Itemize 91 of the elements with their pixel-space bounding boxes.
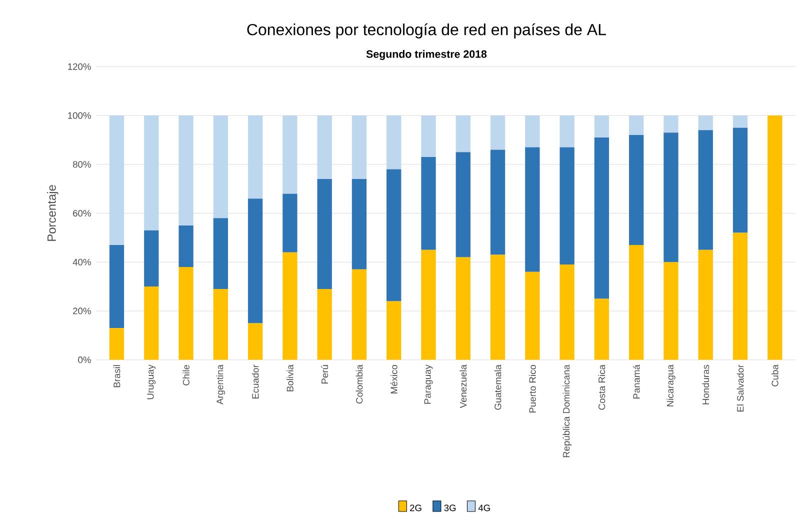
x-tick-label: Brasil <box>113 364 120 387</box>
bar <box>664 132 678 262</box>
bar <box>248 322 263 360</box>
bar <box>248 115 263 198</box>
bar <box>732 115 748 128</box>
bar <box>213 218 228 289</box>
x-tick-label: Perú <box>321 364 328 384</box>
bar <box>664 115 678 132</box>
bar <box>213 115 228 218</box>
legend-label: 2G <box>410 504 422 511</box>
chart-subtitle: Segundo trimestre 2018 <box>366 50 487 60</box>
x-tick-label: Nicaragua <box>666 364 676 406</box>
bar <box>629 115 644 135</box>
bar <box>144 230 159 286</box>
y-tick-label: 80% <box>72 160 91 168</box>
bar <box>109 244 124 328</box>
bar <box>248 198 263 323</box>
bar <box>317 288 332 360</box>
bar <box>178 115 194 226</box>
x-tick-label: El Salvador <box>736 364 744 412</box>
bar <box>594 115 610 138</box>
x-tick-label: Venezuela <box>460 364 467 408</box>
bar <box>144 286 159 360</box>
bar <box>525 115 540 148</box>
bar <box>664 262 678 360</box>
bar <box>768 115 782 360</box>
x-tick-label: Ecuador <box>252 364 259 398</box>
x-tick-label: Cuba <box>771 364 778 386</box>
bar <box>525 147 540 272</box>
y-tick-label: 20% <box>73 307 91 314</box>
bar <box>386 115 402 170</box>
bar <box>698 130 713 250</box>
y-tick-label: 100% <box>68 112 91 119</box>
bar <box>456 115 470 152</box>
bar <box>352 269 367 360</box>
bar <box>525 272 540 360</box>
bar <box>698 250 713 360</box>
bar <box>317 178 332 289</box>
bar <box>594 137 610 299</box>
x-tick-label: Bolivia <box>286 364 294 392</box>
x-tick-label: Puerto Rico <box>529 364 536 412</box>
bar <box>560 264 574 360</box>
bar <box>213 288 228 360</box>
bar <box>490 115 506 150</box>
bar <box>456 152 470 257</box>
bar <box>178 266 194 360</box>
bar <box>386 300 402 360</box>
x-tick-label: Colombia <box>356 364 363 404</box>
x-tick-label: Panamá <box>632 364 640 398</box>
chart-title: Conexiones por tecnología de red en países de AL <box>247 23 606 38</box>
bar <box>629 134 644 245</box>
bar <box>282 193 298 252</box>
bar <box>282 115 298 194</box>
x-tick-label: Chile <box>182 364 190 386</box>
bar <box>421 250 436 360</box>
bar <box>698 115 713 130</box>
legend-label: 3G <box>444 504 456 511</box>
x-tick-label: Costa Rica <box>598 364 606 410</box>
y-axis-title: Porcentaje <box>47 184 58 241</box>
bar <box>109 328 124 360</box>
bar <box>732 232 748 360</box>
bar <box>490 149 506 255</box>
bar <box>456 257 470 360</box>
x-tick-label: Uruguay <box>147 364 156 399</box>
bar <box>178 225 194 267</box>
bar <box>421 156 436 250</box>
x-tick-label: República Dominicana <box>562 364 572 457</box>
bar <box>490 254 506 360</box>
y-tick-label: 40% <box>72 258 91 266</box>
bar <box>560 147 574 264</box>
x-tick-label: Honduras <box>702 364 710 404</box>
bar <box>594 298 610 360</box>
bar <box>629 244 644 360</box>
bar <box>386 169 402 301</box>
bar <box>352 115 367 179</box>
x-tick-label: Guatemala <box>494 364 502 410</box>
y-tick-label: 0% <box>78 356 91 363</box>
y-tick-label: 120% <box>68 63 91 70</box>
bar <box>560 115 574 148</box>
bar <box>282 252 298 360</box>
legend-label: 4G <box>478 504 490 511</box>
x-tick-label: Paraguay <box>424 364 433 404</box>
bar <box>352 178 367 270</box>
x-tick-label: México <box>390 364 398 394</box>
bar <box>144 115 159 230</box>
bar <box>421 115 436 157</box>
bar <box>109 115 124 245</box>
bar <box>732 127 748 233</box>
x-tick-label: Argentina <box>216 364 226 404</box>
bar <box>317 115 332 179</box>
y-tick-label: 60% <box>73 210 91 216</box>
